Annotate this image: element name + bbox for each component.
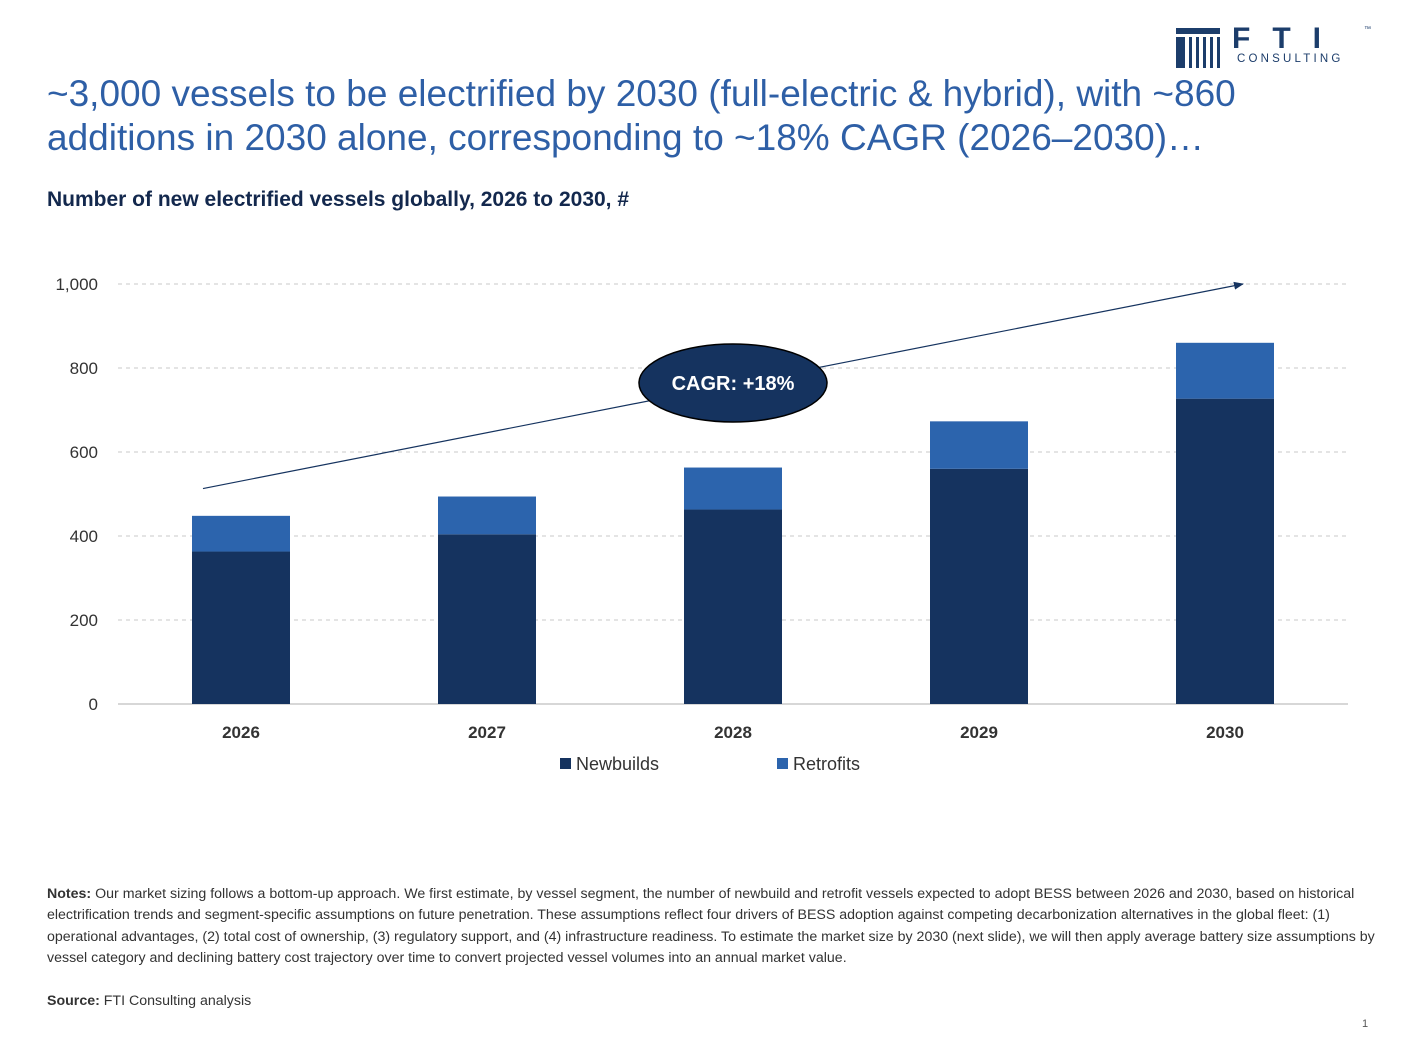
- legend-swatch-newbuilds: [560, 758, 571, 769]
- bar-newbuilds-2026: [192, 551, 290, 704]
- page-number: 1: [1362, 1018, 1369, 1030]
- cagr-label: CAGR: +18%: [672, 373, 795, 395]
- cagr-annotation: CAGR: +18%: [202, 281, 1244, 490]
- y-tick-label: 400: [70, 527, 98, 546]
- y-axis: 0 200 400 600 800 1,000: [55, 275, 1348, 714]
- bar-retrofits-2027: [438, 496, 536, 535]
- fti-logo: FTI ™ CONSULTING: [1176, 22, 1376, 70]
- notes-text: Our market sizing follows a bottom-up ap…: [47, 886, 1375, 967]
- legend-label-newbuilds: Newbuilds: [576, 754, 659, 774]
- x-tick-label: 2026: [222, 723, 260, 742]
- source-text: FTI Consulting analysis: [99, 993, 252, 1009]
- y-tick-label: 800: [70, 359, 98, 378]
- notes-label: Notes:: [47, 886, 92, 902]
- gridlines: [118, 283, 1348, 621]
- x-tick-label: 2030: [1206, 723, 1244, 742]
- bar-retrofits-2030: [1176, 342, 1274, 399]
- x-tick-label: 2029: [960, 723, 998, 742]
- x-tick-label: 2028: [714, 723, 752, 742]
- chart-title: Number of new electrified vessels global…: [47, 188, 630, 211]
- y-tick-label: 200: [70, 611, 98, 630]
- x-axis-labels: 2026 2027 2028 2029 2030: [222, 723, 1244, 742]
- y-tick-label: 0: [89, 695, 98, 714]
- bar-newbuilds-2030: [1176, 398, 1274, 704]
- logo-letters: FTI: [1232, 22, 1343, 55]
- source: Source: FTI Consulting analysis: [47, 991, 251, 1011]
- bar-retrofits-2026: [192, 515, 290, 552]
- bar-newbuilds-2029: [930, 468, 1028, 704]
- logo-subtext: CONSULTING: [1237, 53, 1344, 65]
- slide-title: ~3,000 vessels to be electrified by 2030…: [47, 73, 1236, 158]
- logo-building-icon: [1176, 28, 1220, 68]
- bars: [192, 342, 1274, 704]
- notes: Notes: Our market sizing follows a botto…: [47, 884, 1387, 970]
- source-label: Source:: [47, 993, 100, 1009]
- bar-retrofits-2028: [684, 467, 782, 510]
- cagr-bubble: [638, 343, 828, 423]
- bar-newbuilds-2027: [438, 534, 536, 704]
- y-tick-label: 1,000: [55, 275, 98, 294]
- legend: Newbuilds Retrofits: [560, 754, 860, 774]
- y-tick-label: 600: [70, 443, 98, 462]
- x-tick-label: 2027: [468, 723, 506, 742]
- bar-retrofits-2029: [930, 421, 1028, 469]
- bar-newbuilds-2028: [684, 509, 782, 704]
- legend-swatch-retrofits: [777, 758, 788, 769]
- legend-label-retrofits: Retrofits: [793, 754, 860, 774]
- logo-trademark: ™: [1364, 26, 1371, 33]
